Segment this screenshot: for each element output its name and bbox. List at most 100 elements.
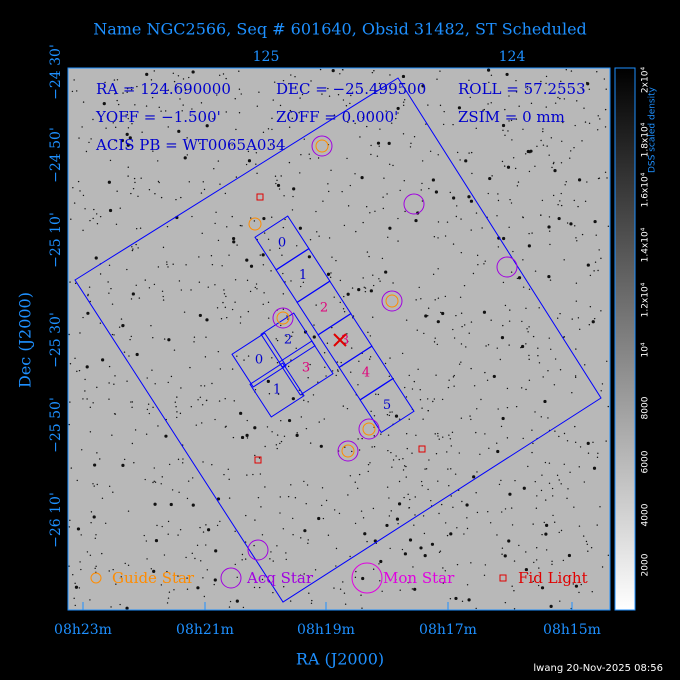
star [238,88,241,90]
star [186,137,188,139]
star [514,479,516,482]
star [446,451,448,453]
star [257,496,260,499]
star [166,602,169,604]
star [313,324,315,326]
star [605,440,607,442]
star [127,117,129,120]
star [339,588,342,590]
star [524,153,527,155]
star [433,236,436,238]
star [81,449,83,451]
star [223,289,225,291]
star [452,506,454,509]
star [120,318,123,320]
star [300,154,302,156]
star [551,166,553,169]
star [367,470,369,473]
star [247,150,250,153]
star [485,345,487,347]
star [398,458,400,461]
star [527,331,529,333]
star [379,128,381,130]
star [487,192,489,195]
star [295,433,299,438]
star [96,213,98,215]
star [596,524,598,526]
star [258,457,261,459]
star [484,371,486,374]
star [578,525,581,527]
star [80,568,82,571]
star [207,286,209,288]
star [433,398,436,400]
star [351,450,353,453]
star [517,276,522,280]
star [280,440,283,443]
star [399,189,401,192]
star [457,106,462,110]
star [464,159,468,163]
star [349,475,352,477]
fid-light [254,456,262,464]
star [214,549,218,553]
star [453,337,456,339]
star [371,71,374,74]
star [99,273,102,275]
star [288,83,290,85]
star [354,576,357,579]
star [437,480,439,482]
star [403,465,406,467]
star [190,406,193,408]
star [391,466,393,468]
star [593,317,596,320]
star [266,426,269,428]
y-tick-label: −25 30' [48,312,64,368]
star [112,568,114,571]
star [234,98,236,100]
star [426,398,429,400]
star [359,82,361,85]
star [377,393,380,396]
star [450,445,452,447]
star [384,362,387,365]
star [569,222,573,226]
star [236,244,238,246]
star [549,279,552,281]
acq-star [381,290,403,312]
star [366,540,368,543]
star [396,106,400,111]
star [325,375,327,377]
star [607,554,610,556]
star [126,87,129,90]
star [99,458,101,460]
star [206,528,211,532]
star [421,182,423,185]
star [92,483,94,485]
star [545,82,547,85]
star [214,284,216,286]
star [308,592,310,594]
legend-guide [90,572,102,584]
star [378,82,381,85]
star [74,582,76,585]
top-tick-label: 124 [499,49,526,65]
star [78,369,81,372]
star [559,600,561,602]
star [126,91,128,93]
star [435,452,438,455]
star [96,223,99,225]
star [276,362,279,364]
star [420,189,422,191]
star [232,240,236,244]
star [544,499,547,501]
star [586,82,590,86]
star [362,277,364,279]
star [407,493,409,496]
star [515,79,517,82]
star [484,564,487,566]
star [132,248,134,250]
star [191,215,193,218]
star [224,397,226,400]
star [369,335,372,337]
